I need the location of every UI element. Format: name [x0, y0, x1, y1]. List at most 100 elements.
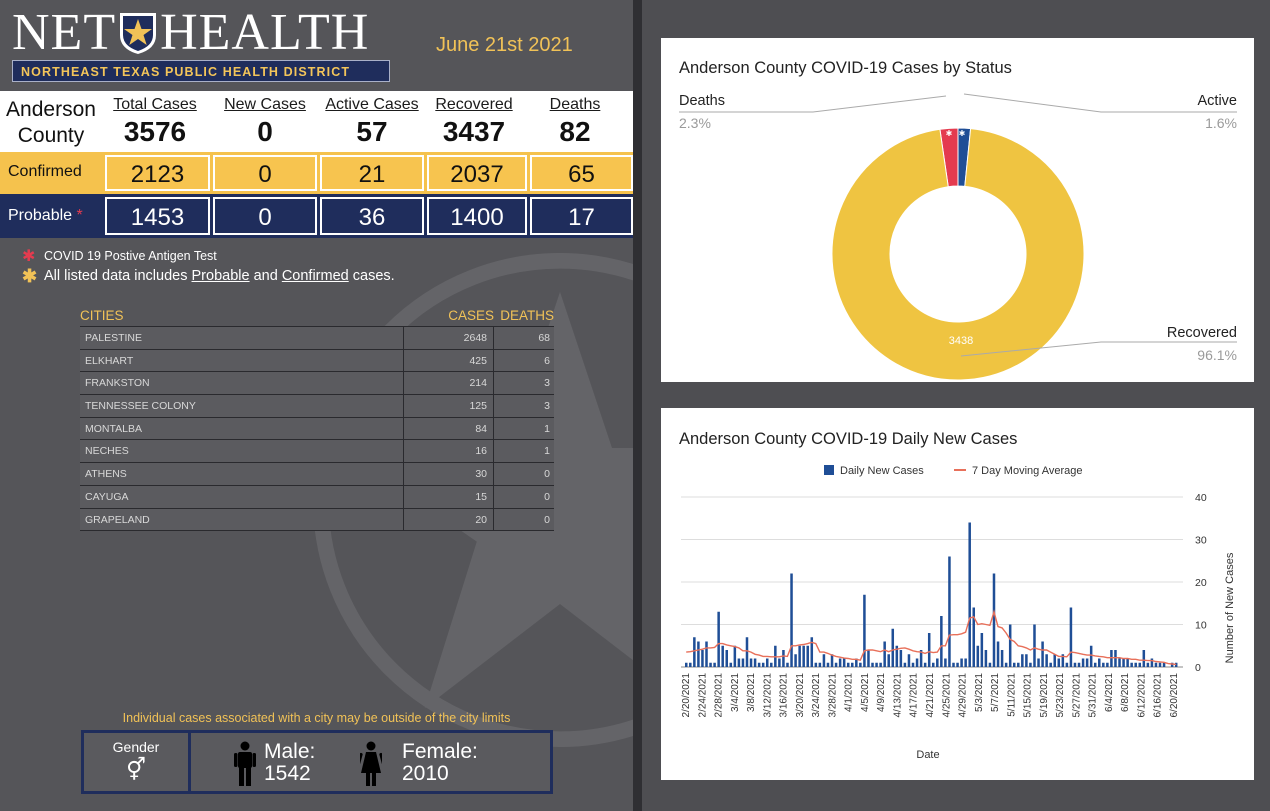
bar	[899, 650, 903, 667]
y-tick-label: 40	[1195, 492, 1207, 504]
table-row: FRANKSTON 214 3	[80, 372, 554, 396]
y-tick-label: 0	[1195, 662, 1201, 674]
gender-label-box: Gender ⚥	[84, 733, 191, 791]
bar	[1089, 645, 1093, 667]
bar	[693, 637, 696, 667]
bar	[757, 662, 761, 667]
total-cases-value: 3576	[123, 116, 187, 147]
bar	[1138, 662, 1142, 667]
bar	[713, 662, 716, 667]
deaths-label: Deaths	[679, 93, 725, 109]
new-cases-value: 0	[257, 116, 273, 147]
x-tick-label: 5/3/2021	[974, 673, 985, 712]
x-tick-label: 6/12/2021	[1136, 673, 1147, 718]
city-name: TENNESSEE COLONY	[80, 395, 404, 417]
x-tick-label: 5/7/2021	[990, 673, 1001, 712]
legend-average-label: 7 Day Moving Average	[972, 465, 1082, 477]
bar	[851, 662, 854, 667]
city-name: PALESTINE	[80, 327, 404, 349]
bar	[1081, 658, 1085, 667]
bar	[733, 645, 737, 667]
bar	[907, 654, 911, 667]
report-date: June 21st 2021	[436, 34, 573, 56]
city-deaths: 0	[544, 468, 550, 481]
bar	[891, 628, 895, 667]
city-cases: 425	[404, 349, 494, 372]
city-name: ATHENS	[80, 463, 404, 485]
bar	[717, 611, 720, 667]
female-label: Female:	[402, 740, 478, 763]
y-axis-title: Number of New Cases	[1224, 552, 1236, 663]
city-deaths: 0	[544, 490, 550, 503]
bar	[753, 658, 757, 667]
legend-daily-swatch	[824, 465, 834, 475]
male-figure-icon	[234, 741, 256, 786]
and-text: and	[253, 268, 278, 284]
x-tick-label: 5/11/2021	[1006, 673, 1017, 717]
x-tick-label: 3/28/2021	[827, 673, 838, 718]
recovered-value: 3437	[442, 116, 506, 147]
deaths-star-icon: ✱	[946, 129, 953, 138]
city-name: CAYUGA	[80, 485, 404, 508]
bar	[996, 641, 1000, 667]
deaths-value: 82	[559, 116, 591, 147]
female-value: 2010	[402, 762, 449, 785]
confirmed-link: Confirmed	[281, 268, 349, 284]
bar	[940, 616, 943, 667]
probable-label: Probable *	[8, 207, 83, 225]
bar	[842, 658, 846, 667]
table-row: PALESTINE 2648 68	[80, 327, 554, 350]
city-cases: 84	[404, 417, 494, 440]
cities-table: CITIES CASES DEATHS PALESTINE 2648 68 ELKHA…	[80, 305, 554, 532]
x-tick-label: 4/13/2021	[892, 673, 903, 718]
bar	[1146, 662, 1150, 667]
bar	[721, 645, 724, 667]
bar	[980, 633, 984, 667]
bar	[689, 662, 692, 667]
bar	[1118, 658, 1121, 667]
x-tick-label: 4/17/2021	[909, 673, 920, 718]
bar	[1045, 654, 1048, 667]
confirmed-row: Confirmed 2123 0 21 2037 65	[0, 152, 633, 194]
city-deaths: 1	[544, 422, 550, 435]
bar	[770, 662, 773, 667]
bar	[822, 654, 826, 667]
district-band: NORTHEAST TEXAS PUBLIC HEALTH DISTRICT	[12, 60, 390, 82]
donut-chart-title: Anderson County COVID-19 Cases by Status	[679, 59, 1012, 77]
probable-active: 36	[320, 197, 424, 235]
bar	[936, 658, 939, 667]
antigen-note-text: COVID 19 Postive Antigen Test	[44, 249, 217, 263]
city-deaths: 1	[544, 445, 550, 458]
bar	[1077, 662, 1081, 667]
bar	[697, 641, 700, 667]
x-tick-label: 5/31/2021	[1088, 673, 1099, 718]
bar	[790, 573, 793, 667]
donut-chart: ✱ ✱ 3438 Deaths 2.3% Active 1.6% Recovered 96.1%	[679, 93, 1237, 381]
x-tick-label: 6/20/2021	[1169, 673, 1180, 718]
bar	[709, 662, 712, 667]
bar	[903, 662, 907, 667]
bar	[786, 662, 789, 667]
bar	[834, 662, 838, 667]
bar	[867, 650, 870, 667]
table-row: ELKHART 425 6	[80, 349, 554, 373]
city-cases: 15	[404, 485, 494, 508]
confirmed-active: 21	[320, 155, 424, 191]
recovered-percent: 96.1%	[1197, 347, 1237, 363]
x-tick-label: 3/12/2021	[762, 673, 773, 718]
active-star-icon: ✱	[959, 129, 966, 138]
confirmed-deaths: 65	[530, 155, 633, 191]
bar	[701, 650, 704, 667]
bar	[810, 637, 814, 667]
y-tick-label: 20	[1195, 577, 1207, 589]
daily-cases-panel: Anderson County COVID-19 Daily New Cases…	[661, 408, 1254, 780]
cities-header-row: CITIES CASES DEATHS	[80, 305, 554, 327]
bar	[1170, 662, 1174, 667]
table-row: NECHES 16 1	[80, 440, 554, 464]
bar	[1041, 641, 1044, 667]
county-summary: Anderson County Total Cases 3576 New Cas…	[0, 91, 633, 238]
bar	[968, 522, 971, 667]
bar	[915, 658, 919, 667]
bar	[778, 658, 781, 667]
bar	[1174, 662, 1178, 667]
